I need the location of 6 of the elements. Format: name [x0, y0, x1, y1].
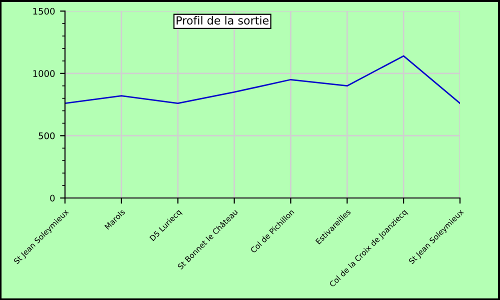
chart-title: Profil de la sortie	[176, 16, 269, 25]
y-tick-label: 0	[50, 194, 55, 202]
y-tick-label: 1500	[33, 8, 55, 15]
y-tick-label: 500	[38, 132, 55, 140]
y-tick-label: 1000	[33, 70, 55, 77]
line-series	[65, 55, 460, 104]
